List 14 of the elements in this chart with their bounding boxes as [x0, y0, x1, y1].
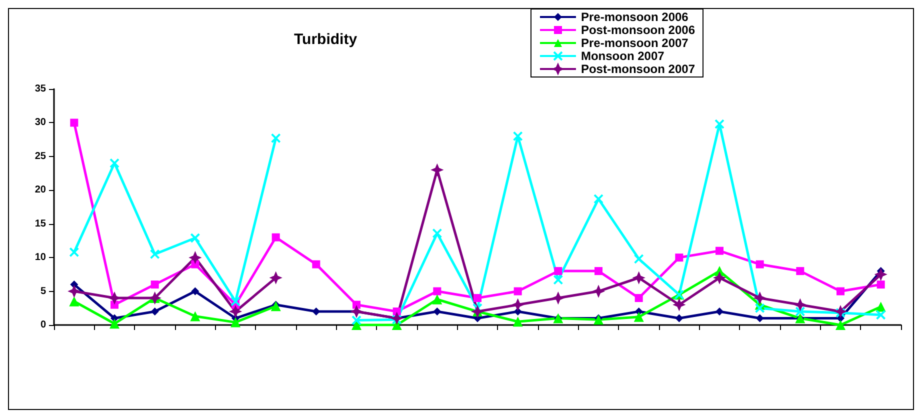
legend-label: Pre-monsoon 2007	[580, 36, 689, 50]
y-tick-label: 25	[34, 150, 46, 162]
legend-label: Post-monsoon 2006	[580, 23, 696, 37]
y-tick-label: 0	[40, 320, 46, 330]
y-tick-label: 10	[34, 252, 46, 264]
legend-label: Pre-monsoon 2006	[580, 10, 689, 24]
y-tick-label: 35	[34, 84, 46, 94]
y-tick-label: 20	[34, 184, 46, 196]
y-tick-label: 5	[40, 286, 46, 297]
y-tick-label: 30	[34, 117, 46, 128]
y-tick-label: 15	[34, 218, 46, 230]
chart-title: Turbidity	[294, 31, 358, 48]
legend-label: Post-monsoon 2007	[580, 62, 696, 76]
legend-label: Monsoon 2007	[580, 49, 665, 63]
